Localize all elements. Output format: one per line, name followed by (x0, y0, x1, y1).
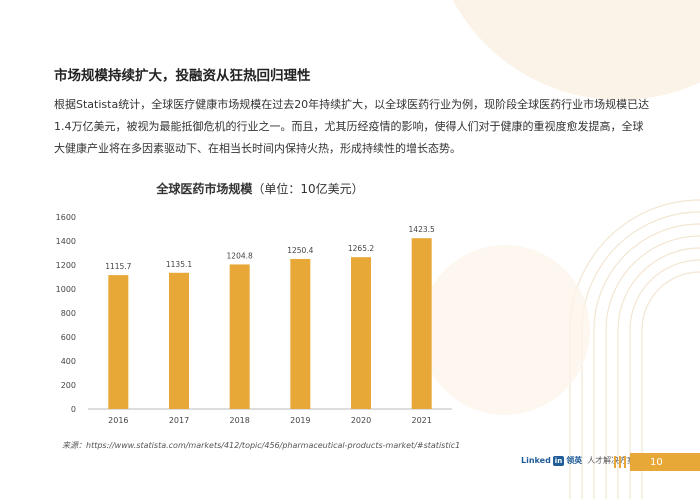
x-tick-label: 2017 (169, 416, 189, 425)
y-tick-label: 400 (61, 357, 76, 366)
y-tick-label: 1200 (56, 261, 76, 270)
bar-value-label: 1265.2 (348, 244, 374, 253)
bar (108, 275, 129, 409)
bar (229, 264, 250, 409)
brand-tagline: 人才解决方案 (587, 456, 636, 465)
y-tick-label: 1000 (56, 285, 76, 294)
chart-title: 全球医药市场规模 (156, 182, 253, 196)
chart-unit-note: （单位：10亿美元） (252, 182, 364, 196)
bar-value-label: 1135.1 (166, 260, 192, 269)
footer-brand: Linked in 领英 人才解决方案 (521, 455, 635, 466)
y-tick-label: 0 (71, 405, 76, 414)
bar-value-label: 1250.4 (287, 246, 313, 255)
y-tick-label: 1600 (56, 213, 76, 222)
y-tick-label: 1400 (56, 237, 76, 246)
y-tick-label: 200 (61, 381, 76, 390)
x-tick-label: 2020 (351, 416, 371, 425)
bar-value-label: 1204.8 (227, 251, 253, 260)
bar (411, 238, 432, 409)
intro-paragraph: 根据Statista统计，全球医疗健康市场规模在过去20年持续扩大，以全球医药行… (54, 98, 650, 155)
brand-linked-text: Linked (521, 456, 551, 465)
footer-stripes-icon (614, 456, 628, 468)
x-tick-label: 2019 (290, 416, 310, 425)
decor-bottom-circle (420, 245, 590, 415)
y-tick-label: 600 (61, 333, 76, 342)
y-tick-label: 800 (61, 309, 76, 318)
page-number: 10 (650, 456, 663, 468)
x-tick-label: 2018 (229, 416, 249, 425)
bar (351, 257, 371, 409)
decor-top-circle (452, 0, 700, 100)
bar (290, 258, 311, 409)
brand-cn-text: 领英 (566, 456, 583, 465)
source-note: 来源：https://www.statista.com/markets/412/… (62, 441, 461, 450)
section-heading: 市场规模持续扩大，投融资从狂热回归理性 (54, 68, 311, 84)
x-tick-label: 2016 (108, 416, 128, 425)
bar-value-label: 1423.5 (409, 225, 435, 234)
x-tick-label: 2021 (411, 416, 431, 425)
bar (169, 272, 189, 409)
linkedin-logo-icon: in (552, 455, 565, 466)
chart-title-row: 全球医药市场规模（单位：10亿美元） (0, 180, 520, 197)
page-number-box: 10 (630, 453, 700, 471)
bar-value-label: 1115.7 (105, 262, 131, 271)
